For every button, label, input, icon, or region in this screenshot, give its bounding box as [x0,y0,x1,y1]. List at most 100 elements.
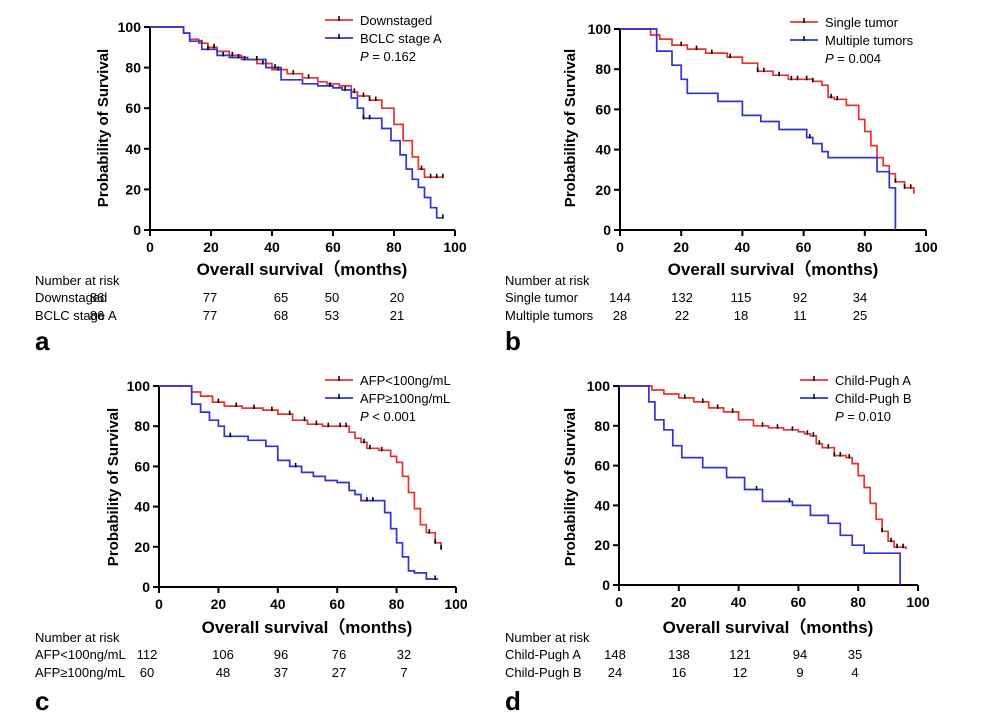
y-tick-label: 80 [595,61,611,77]
risk-count: 7 [400,665,407,680]
risk-count: 37 [274,665,288,680]
risk-count: 96 [274,647,288,662]
risk-count: 60 [140,665,154,680]
y-tick-label: 0 [133,222,141,238]
risk-count: 94 [793,647,807,662]
risk-row-label: BCLC stage A [35,308,117,323]
p-value-text: < 0.001 [369,409,416,424]
y-axis-label: Probability of Survival [562,408,579,566]
x-tick-label: 60 [791,594,807,610]
risk-count: 121 [729,647,751,662]
x-tick-label: 40 [735,239,751,255]
x-axis-label: Overall survival（months) [663,617,874,637]
p-value-text: = 0.004 [834,51,881,66]
risk-count: 34 [853,290,867,305]
x-tick-label: 80 [389,596,405,612]
x-tick-label: 100 [444,596,468,612]
risk-count: 25 [853,308,867,323]
legend-label: AFP≥100ng/mL [360,391,450,406]
y-axis-label: Probability of Survival [105,408,122,566]
x-tick-label: 80 [386,239,402,255]
x-tick-label: 20 [671,594,687,610]
risk-count: 12 [733,665,747,680]
x-tick-label: 20 [203,239,219,255]
p-value: P = 0.004 [825,51,881,66]
risk-row-label: AFP≥100ng/mL [35,665,125,680]
km-panel-c: 0 20 40 60 80 100 0 20 40 60 80 100 Probability of S… [35,373,468,716]
legend-label: Single tumor [825,15,899,30]
risk-count: 132 [671,290,693,305]
x-tick-label: 60 [329,596,345,612]
x-axis-label: Overall survival（months) [202,617,413,637]
risk-row-label: Single tumor [505,290,579,305]
risk-table-title: Number at risk [505,630,590,645]
legend-label: Child-Pugh A [835,373,911,388]
p-value-symbol: P [360,409,369,424]
risk-table-title: Number at risk [35,630,120,645]
risk-count: 86 [90,290,104,305]
km-panel-a: 0 20 40 60 80 100 0 20 40 60 80 100 Probability of S… [35,13,467,356]
km-curve-group2 [620,28,897,230]
panel-letter: c [35,686,49,716]
y-axis-label: Probability of Survival [95,49,112,207]
y-tick-label: 60 [125,100,141,116]
km-curve-group2 [159,385,439,580]
x-tick-label: 40 [270,596,286,612]
y-tick-label: 60 [134,458,150,474]
risk-count: 16 [672,665,686,680]
risk-count: 50 [325,290,339,305]
risk-count: 86 [90,308,104,323]
risk-count: 48 [216,665,230,680]
risk-table-title: Number at risk [35,273,120,288]
p-value-symbol: P [825,51,834,66]
y-tick-label: 40 [594,497,610,513]
risk-count: 21 [390,308,404,323]
x-tick-label: 0 [615,594,623,610]
risk-count: 24 [608,665,622,680]
x-tick-label: 0 [146,239,154,255]
km-panel-d: 0 20 40 60 80 100 0 20 40 60 80 100 Probability of S… [505,373,930,716]
x-tick-label: 20 [211,596,227,612]
risk-table-title: Number at risk [505,273,590,288]
x-tick-label: 80 [850,594,866,610]
x-tick-label: 100 [914,239,938,255]
x-tick-label: 60 [325,239,341,255]
km-panel-b: 0 20 40 60 80 100 0 20 40 60 80 100 Probability of S… [505,15,938,356]
y-tick-label: 0 [142,579,150,595]
y-tick-label: 40 [595,142,611,158]
y-tick-label: 80 [125,60,141,76]
risk-count: 28 [613,308,627,323]
risk-count: 77 [203,308,217,323]
x-tick-label: 60 [796,239,812,255]
p-value: P = 0.010 [835,409,891,424]
panel-letter: b [505,326,521,356]
risk-count: 53 [325,308,339,323]
y-tick-label: 100 [588,21,612,37]
p-value-symbol: P [835,409,844,424]
x-axis-label: Overall survival（months) [668,259,879,279]
y-tick-label: 60 [594,458,610,474]
y-tick-label: 0 [602,577,610,593]
legend-label: Downstaged [360,13,432,28]
y-tick-label: 40 [125,141,141,157]
y-tick-label: 80 [134,418,150,434]
risk-count: 77 [203,290,217,305]
panel-letter: a [35,326,50,356]
y-tick-label: 80 [594,418,610,434]
y-tick-label: 20 [594,537,610,553]
km-curve-group2 [619,385,901,585]
x-tick-label: 0 [155,596,163,612]
x-tick-label: 0 [616,239,624,255]
risk-count: 20 [390,290,404,305]
y-tick-label: 20 [125,181,141,197]
risk-count: 144 [609,290,631,305]
y-axis-label: Probability of Survival [562,49,579,207]
x-tick-label: 20 [673,239,689,255]
risk-count: 65 [274,290,288,305]
y-tick-label: 60 [595,101,611,117]
risk-count: 32 [397,647,411,662]
p-value-text: = 0.162 [369,49,416,64]
risk-count: 18 [734,308,748,323]
km-curve-group1 [619,385,907,550]
